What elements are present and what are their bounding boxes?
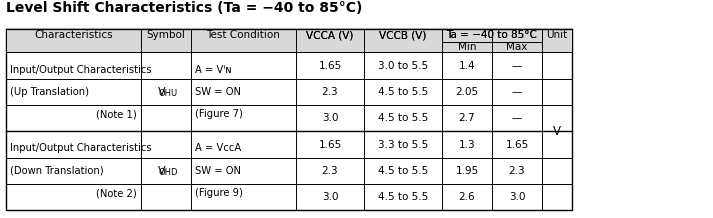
Text: VCCB (V): VCCB (V) [379, 30, 426, 40]
Text: Max: Max [506, 42, 528, 52]
Text: —: — [512, 61, 522, 71]
Text: 3.0: 3.0 [509, 192, 525, 202]
Text: 1.65: 1.65 [506, 140, 528, 150]
Text: 2.3: 2.3 [322, 87, 338, 97]
Text: Characteristics: Characteristics [34, 30, 113, 40]
Bar [443, 29, 541, 41]
Text: VCCB (V): VCCB (V) [379, 30, 426, 40]
Text: (Down Translation): (Down Translation) [10, 166, 103, 176]
Text: OHD: OHD [158, 168, 178, 177]
Text: V: V [553, 125, 561, 138]
Text: 2.3: 2.3 [322, 166, 338, 176]
Text: Input/Output Characteristics: Input/Output Characteristics [10, 143, 152, 153]
Text: SW = ON: SW = ON [195, 87, 241, 97]
Text: 4.5 to 5.5: 4.5 to 5.5 [378, 192, 428, 202]
Text: (Figure 7): (Figure 7) [195, 109, 243, 119]
Text: VCCA (V): VCCA (V) [307, 30, 354, 40]
Text: (Note 2): (Note 2) [96, 188, 137, 198]
Text: Level Shift Characteristics (Ta = −40 to 85°C): Level Shift Characteristics (Ta = −40 to… [6, 1, 362, 15]
Text: 3.0: 3.0 [322, 192, 338, 202]
Text: 3.0 to 5.5: 3.0 to 5.5 [378, 61, 428, 71]
Bar [6, 29, 572, 53]
Text: 4.5 to 5.5: 4.5 to 5.5 [378, 113, 428, 123]
Text: VCCA (V): VCCA (V) [307, 30, 354, 40]
Text: Input/Output Characteristics: Input/Output Characteristics [10, 65, 152, 75]
Text: V: V [158, 87, 166, 97]
Text: 1.65: 1.65 [319, 140, 342, 150]
Text: (Up Translation): (Up Translation) [10, 87, 89, 97]
Text: 4.5 to 5.5: 4.5 to 5.5 [378, 87, 428, 97]
Text: 1.65: 1.65 [319, 61, 342, 71]
Text: 4.5 to 5.5: 4.5 to 5.5 [378, 166, 428, 176]
Text: —: — [512, 87, 522, 97]
Text: A = VᴄᴄA: A = VᴄᴄA [195, 143, 241, 153]
Text: Min: Min [458, 42, 476, 52]
Text: (Figure 9): (Figure 9) [195, 188, 243, 198]
Text: Unit: Unit [546, 30, 568, 40]
Bar [364, 29, 441, 52]
Text: 3.3 to 5.5: 3.3 to 5.5 [378, 140, 428, 150]
Text: Ta = −40 to 85°C: Ta = −40 to 85°C [446, 30, 538, 40]
Text: Test Condition: Test Condition [207, 30, 280, 40]
Text: 3.0: 3.0 [322, 113, 338, 123]
Text: Ta = −40 to 85°C: Ta = −40 to 85°C [446, 30, 538, 40]
Text: 2.6: 2.6 [458, 192, 476, 202]
Text: A = Vᴵɴ: A = Vᴵɴ [195, 65, 232, 75]
Text: 1.4: 1.4 [458, 61, 476, 71]
Bar [6, 29, 572, 210]
Text: 1.3: 1.3 [458, 140, 476, 150]
Text: SW = ON: SW = ON [195, 166, 241, 176]
Text: Symbol: Symbol [147, 30, 185, 40]
Text: 2.05: 2.05 [456, 87, 478, 97]
Bar [297, 29, 364, 52]
Text: 1.95: 1.95 [456, 166, 478, 176]
Text: (Note 1): (Note 1) [96, 109, 137, 119]
Text: 2.7: 2.7 [458, 113, 476, 123]
Text: —: — [512, 113, 522, 123]
Text: 2.3: 2.3 [508, 166, 525, 176]
Text: OHU: OHU [158, 89, 178, 98]
Text: V: V [158, 166, 166, 176]
